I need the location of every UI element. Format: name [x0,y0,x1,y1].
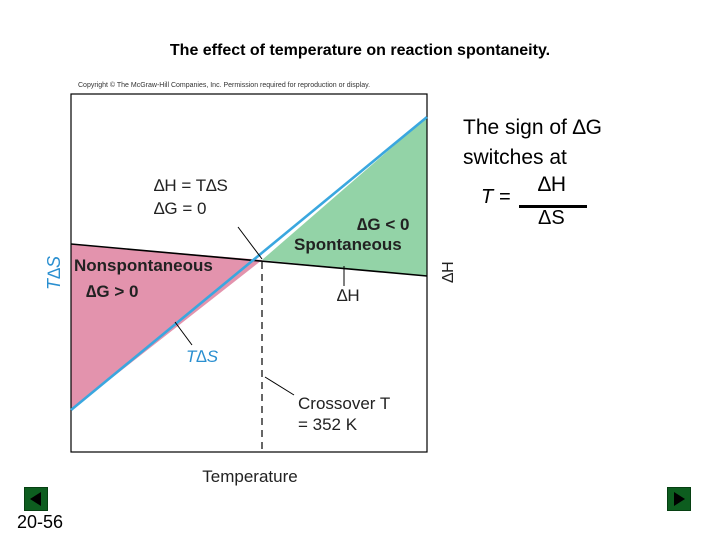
crossover-label-2: = 352 K [298,415,358,434]
formula-denominator: ΔS [538,207,565,229]
slide-number: 20-56 [17,512,64,532]
next-slide-button[interactable] [667,487,691,511]
equilibrium-label-1: ∆H = T∆S [154,176,228,195]
explanation-line-1: The sign of ∆G [463,116,602,139]
t-delta-s-line-label: T∆S [186,347,219,366]
explanation-line-2: switches at [463,146,567,169]
spontaneous-label-2: Spontaneous [294,235,402,254]
spontaneous-region [262,117,427,276]
next-arrow-icon [674,492,685,506]
y-axis-left-label: T∆S [44,256,64,290]
delta-h-line [70,243,428,277]
previous-slide-button[interactable] [24,487,48,511]
t-delta-s-line [70,115,428,412]
x-axis-label: Temperature [202,467,297,486]
nonspontaneous-label-1: Nonspontaneous [74,256,213,275]
nonspontaneous-label-2: ∆G > 0 [86,282,138,301]
copyright-notice: Copyright © The McGraw-Hill Companies, I… [78,82,371,89]
crossover-label-1: Crossover T [298,394,390,413]
t-delta-s-leader [174,321,193,346]
equilibrium-label-2: ∆G = 0 [154,199,206,218]
previous-arrow-icon [30,492,41,506]
crossover-leader [264,376,295,396]
formula-fraction-bar [519,205,587,208]
explanation-text: The sign of ∆G switches at [463,113,602,173]
formula-lhs: T = [481,186,511,208]
equilibrium-leader [237,226,263,260]
delta-h-line-label: ∆H [337,286,360,305]
nonspontaneous-region [71,244,262,410]
plot-frame [70,93,428,453]
slide-title: The effect of temperature on reaction sp… [169,42,551,59]
y-axis-right-label: ∆H [440,261,457,282]
spontaneous-label-1: ∆G < 0 [357,215,409,234]
formula-numerator: ∆H [538,173,567,196]
